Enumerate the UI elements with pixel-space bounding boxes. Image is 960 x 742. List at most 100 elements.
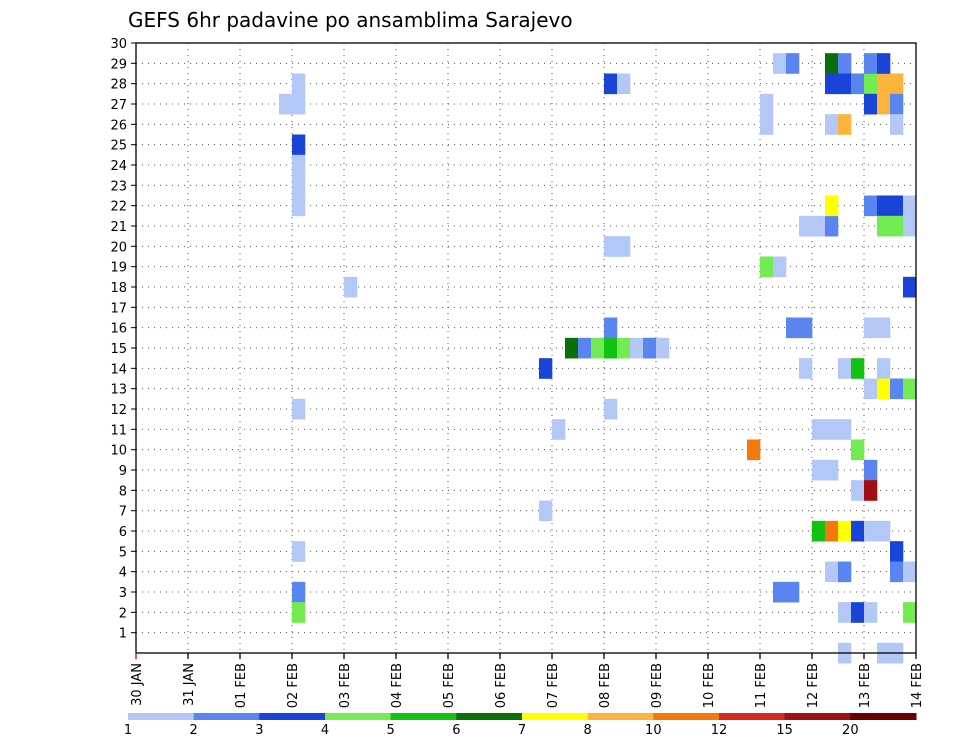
heatmap-cell (292, 175, 306, 196)
heatmap-cell (656, 337, 670, 359)
heatmap-cell (890, 215, 904, 237)
y-tick-label: 25 (110, 139, 127, 154)
heatmap-cell (864, 602, 878, 623)
x-axis: 30 JAN 31 JAN 01 FEB 02 FEB 03 FEB 04 FEB 05 F… (130, 653, 925, 708)
heatmap-cell (851, 480, 865, 501)
legend-swatch (522, 713, 589, 720)
heatmap-cell (903, 195, 917, 217)
y-tick-label: 10 (110, 444, 127, 459)
heatmap-cell (539, 500, 553, 522)
heatmap-cell (279, 93, 293, 115)
legend-label: 12 (711, 723, 728, 738)
legend-label: 20 (842, 723, 859, 738)
legend-label: 5 (387, 723, 395, 738)
y-tick-label: 26 (110, 118, 127, 133)
heatmap-cell (851, 439, 865, 461)
y-axis: 1234567891011121314151617181920212223242… (110, 37, 136, 642)
legend-swatch (784, 713, 851, 720)
legend-swatch (259, 713, 326, 720)
heatmap-cell (292, 581, 306, 603)
x-tick-label: 06 FEB (494, 663, 509, 708)
heatmap-cell (786, 317, 800, 339)
heatmap-cell (903, 561, 917, 583)
heatmap-cell (838, 520, 852, 542)
heatmap-cell (903, 378, 917, 400)
y-tick-label: 21 (110, 220, 127, 235)
heatmap-cell (890, 378, 904, 400)
heatmap-cell (799, 317, 813, 339)
heatmap-cell (760, 114, 774, 135)
heatmap-cell (552, 419, 566, 440)
x-tick-label: 03 FEB (338, 663, 353, 708)
heatmap-cell (643, 337, 657, 359)
heatmap-cell (292, 195, 306, 217)
heatmap-cell (864, 53, 878, 74)
legend-swatch (390, 713, 457, 720)
x-tick-label: 09 FEB (650, 663, 665, 708)
heatmap-cell (825, 53, 839, 74)
y-tick-label: 8 (119, 484, 127, 499)
heatmap-cell (864, 73, 878, 95)
legend-swatch (653, 713, 720, 720)
heatmap-cell (292, 93, 306, 115)
x-tick-label: 12 FEB (806, 663, 821, 708)
heatmap-cell (851, 73, 865, 95)
heatmap-cell (825, 520, 839, 542)
heatmap-cell (773, 581, 787, 603)
heatmap-cell (292, 398, 306, 420)
heatmap-cell (825, 114, 839, 135)
heatmap-cell (604, 337, 618, 359)
y-tick-label: 3 (119, 586, 127, 601)
heatmap-cell (825, 459, 839, 481)
y-tick-label: 12 (110, 403, 127, 418)
y-tick-label: 2 (119, 606, 127, 621)
heatmap-cell (890, 93, 904, 115)
x-tick-label: 13 FEB (858, 663, 873, 708)
heatmap-cell (825, 195, 839, 217)
heatmap-cell (773, 53, 787, 74)
heatmap-cell (864, 317, 878, 339)
legend-swatch (128, 713, 195, 720)
heatmap-cell (877, 215, 891, 237)
heatmap-cell (773, 256, 787, 278)
heatmap-cell (864, 195, 878, 217)
legend-label: 7 (518, 723, 526, 738)
y-tick-label: 27 (110, 98, 127, 113)
heatmap-cell (851, 520, 865, 542)
heatmap-cell (630, 337, 644, 359)
heatmap-cell (890, 114, 904, 135)
heatmap-cell (851, 602, 865, 623)
color-legend: 1 2 3 4 5 6 7 8 10 12 15 20 (124, 713, 917, 738)
x-tick-label: 04 FEB (390, 663, 405, 708)
heatmap-cell (838, 419, 852, 440)
x-tick-label: 31 JAN (182, 663, 197, 706)
heatmap-cell (877, 195, 891, 217)
heatmap-cell (786, 581, 800, 603)
heatmap-cell (838, 114, 852, 135)
heatmap-cell (838, 358, 852, 379)
heatmap-cell (292, 73, 306, 95)
heatmap-cell (877, 378, 891, 400)
legend-swatch (587, 713, 654, 720)
heatmap-cell (864, 520, 878, 542)
heatmap-cell (604, 73, 618, 95)
legend-label: 15 (776, 723, 793, 738)
x-tick-label: 02 FEB (286, 663, 301, 708)
heatmap-cell (760, 256, 774, 278)
y-tick-label: 1 (119, 627, 127, 642)
grid-lines (136, 42, 916, 653)
heatmap-cell (604, 398, 618, 420)
heatmap-cell (747, 439, 761, 461)
legend-label: 1 (124, 723, 132, 738)
heatmap-cell (786, 53, 800, 74)
heatmap-cell (292, 134, 306, 156)
heatmap-cell (890, 561, 904, 583)
heatmap-cell (617, 337, 631, 359)
heatmap-cell (604, 236, 618, 257)
y-tick-label: 4 (119, 566, 127, 581)
y-tick-label: 15 (110, 342, 127, 357)
heatmap-cell (812, 459, 826, 481)
x-tick-label: 14 FEB (910, 663, 925, 708)
heatmap-cell (825, 215, 839, 237)
